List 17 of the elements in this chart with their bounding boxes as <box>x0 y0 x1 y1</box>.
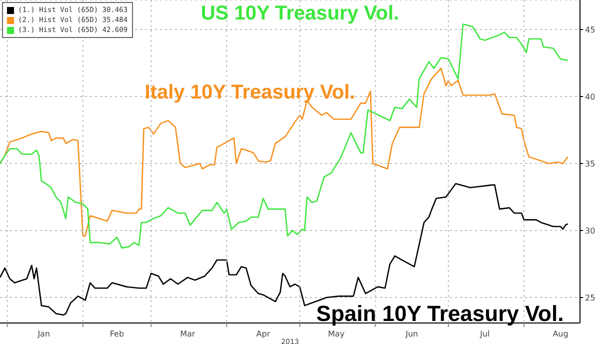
x-tick-label: May <box>328 330 345 339</box>
y-tick-label: 45 <box>585 25 596 34</box>
x-tick-label: Jun <box>404 330 418 339</box>
line-series <box>0 23 568 249</box>
x-tick-label: Aug <box>552 330 568 339</box>
y-tick-label: 30 <box>585 226 596 236</box>
annotation: US 10Y Treasury Vol. <box>200 2 400 24</box>
x-tick-label: Jul <box>479 330 490 339</box>
y-tick-label: 35 <box>585 159 596 168</box>
annotation: Italy 10Y Treasury Vol. <box>144 81 356 104</box>
x-tick-label: Jan <box>36 330 50 339</box>
y-tick-label: 25 <box>585 293 596 302</box>
x-tick-label: Apr <box>256 330 271 339</box>
x-tick-label: Mar <box>180 330 196 339</box>
annotation: Spain 10Y Treasury Vol. <box>316 300 564 326</box>
x-tick-label: Feb <box>110 330 124 339</box>
y-tick-label: 40 <box>585 92 596 102</box>
